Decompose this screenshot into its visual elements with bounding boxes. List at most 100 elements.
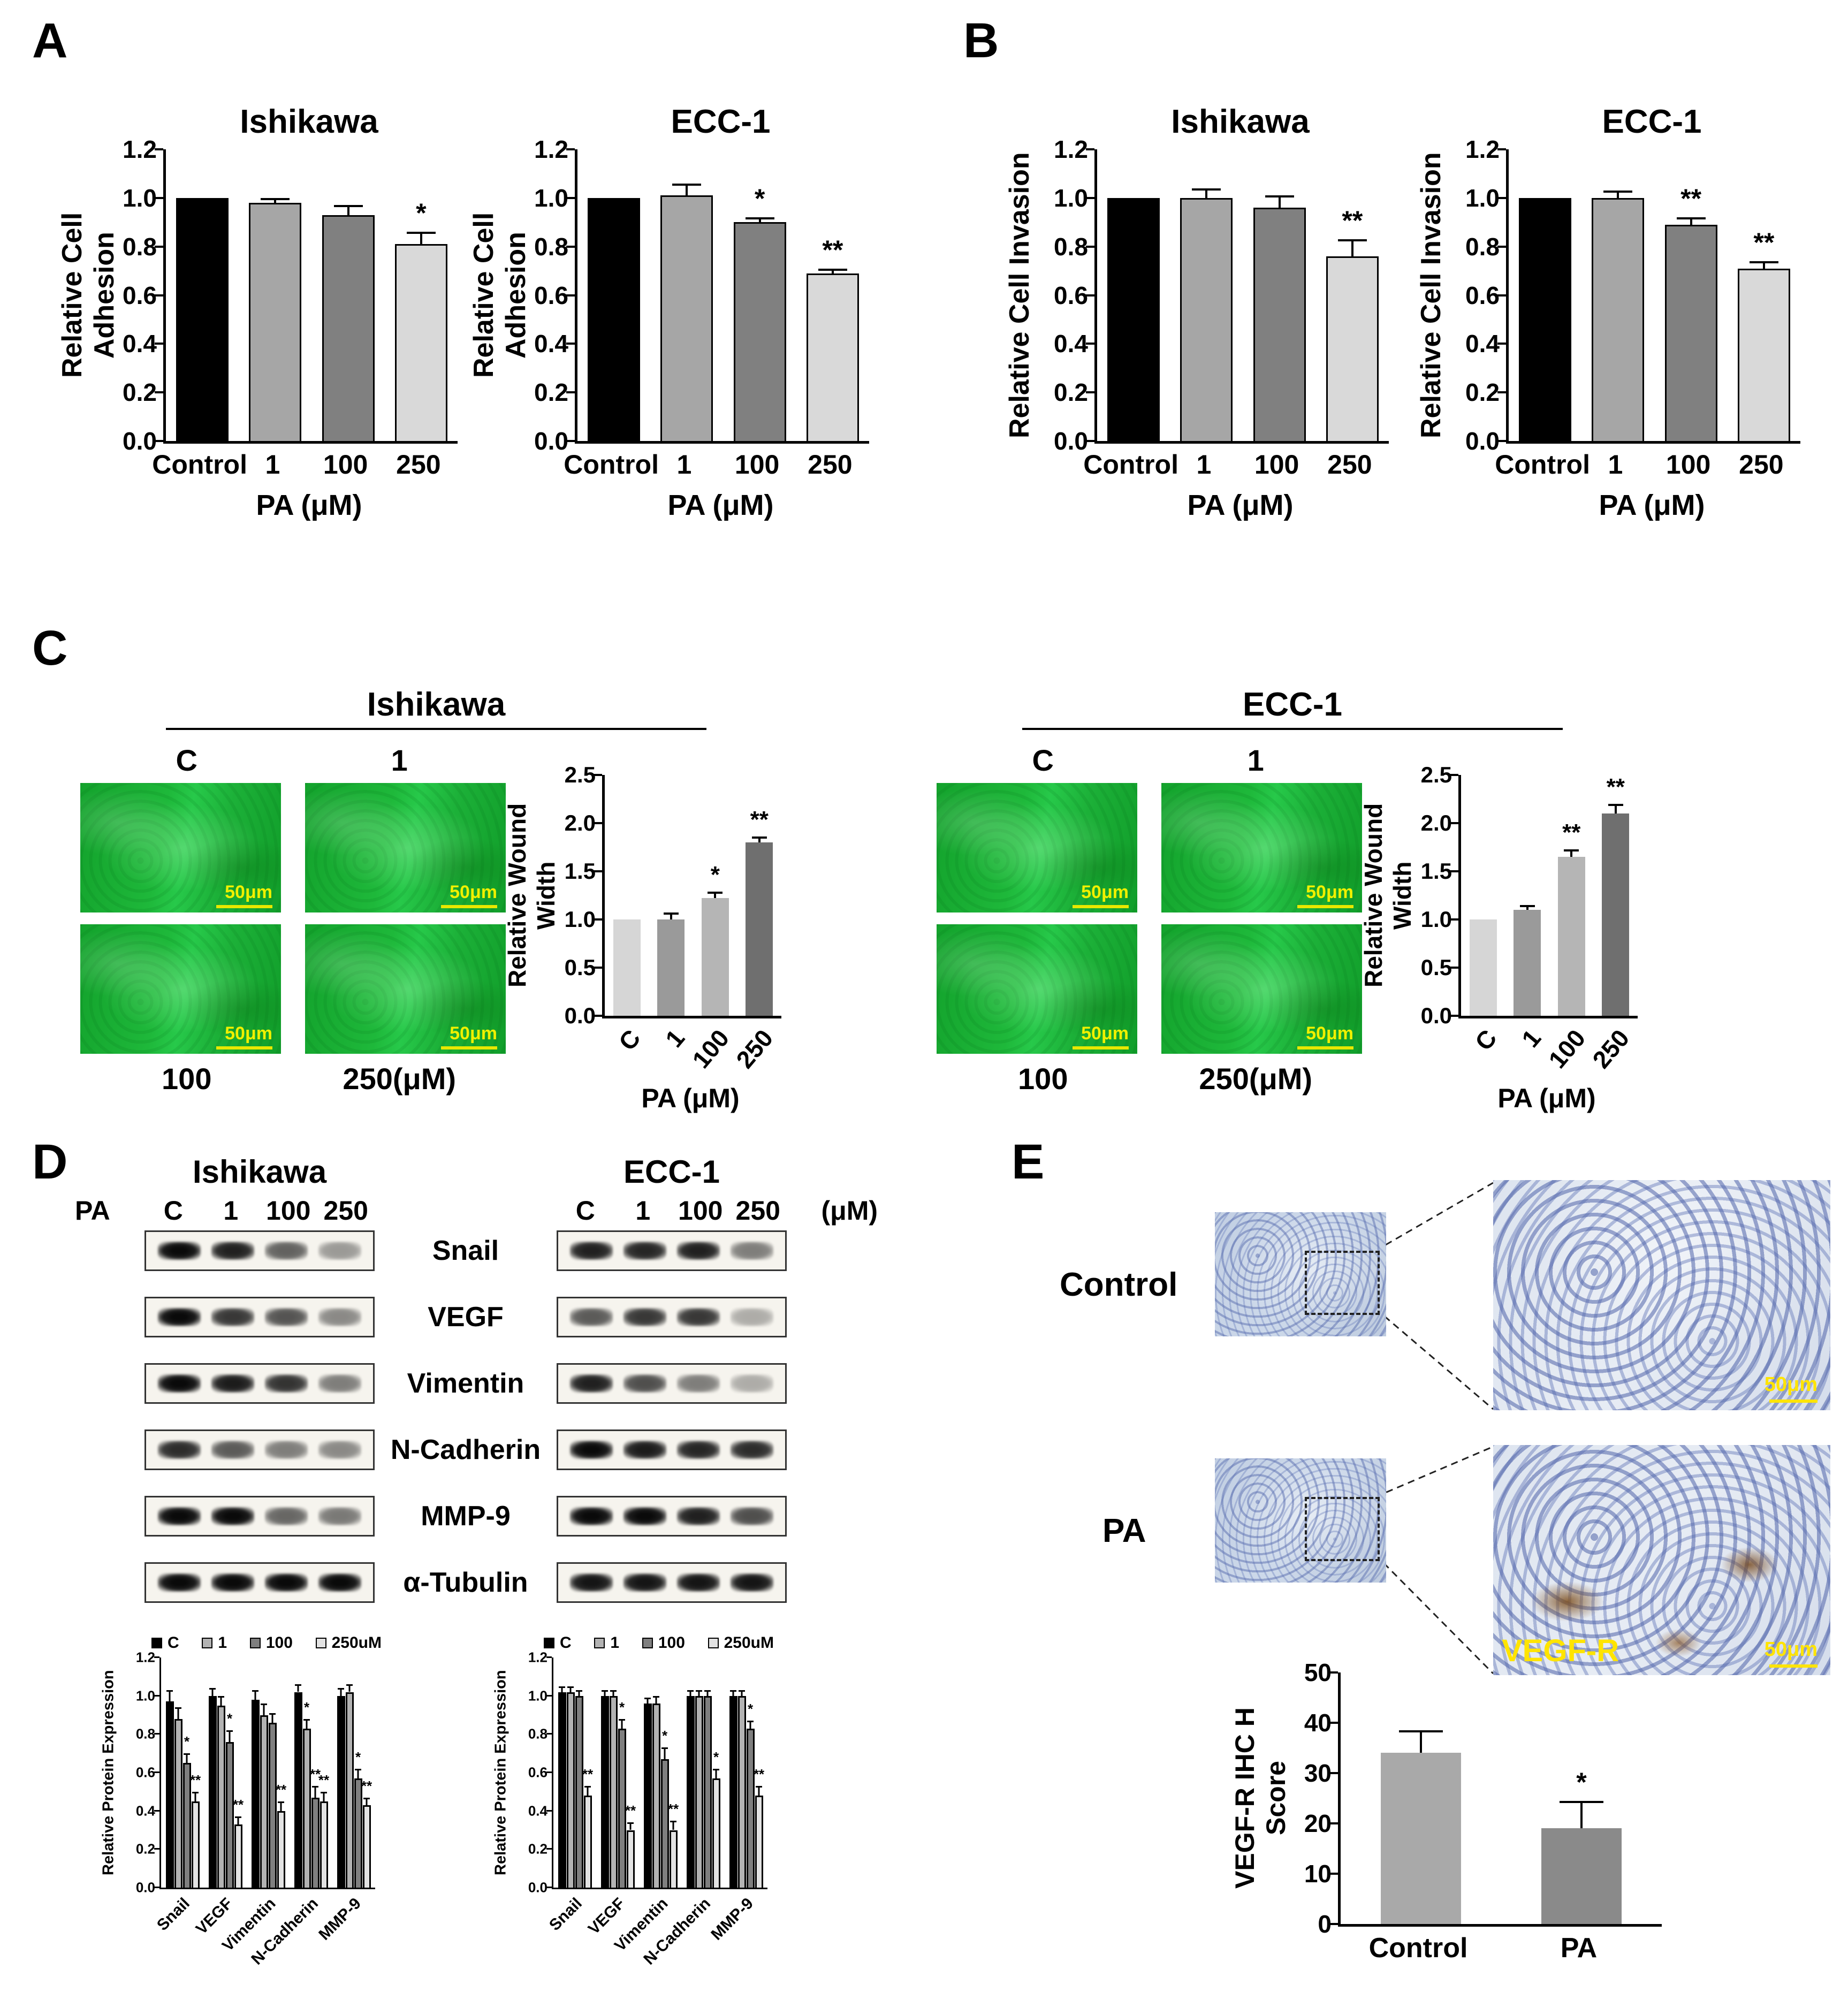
y-tick bbox=[155, 148, 163, 150]
protein-band bbox=[265, 1573, 308, 1592]
y-tick bbox=[155, 343, 163, 345]
y-tick-label: 0.8 bbox=[1465, 232, 1500, 261]
scale-bar-label: 50μm bbox=[1081, 1023, 1129, 1044]
scale-bar: 50μm bbox=[441, 1023, 497, 1050]
wound-image-100um: 50μm bbox=[937, 924, 1137, 1054]
plot-area: * ** * ** ** * ** ** * ** bbox=[154, 1656, 375, 1889]
y-tick bbox=[154, 1809, 159, 1812]
chart-body: Relative Cell Adhesion 0.0 0.2 0.4 0.6 0.8 1.0… bbox=[468, 135, 869, 455]
bar bbox=[1737, 268, 1790, 441]
wound-group-ishikawa: Ishikawa C 1 50μm 50μm bbox=[80, 686, 792, 1114]
bar bbox=[362, 1805, 371, 1888]
protein-band bbox=[211, 1374, 254, 1393]
x-tick-label: PA bbox=[1560, 1933, 1598, 1964]
significance-marker: * bbox=[747, 1701, 754, 1717]
western-blots: Ishikawa PA C 1 100 250 Snail VEGF Vimentin N-Ca… bbox=[75, 1153, 878, 1629]
y-tick-label: 0.0 bbox=[1465, 427, 1500, 455]
x-tick-label: C bbox=[1469, 1024, 1502, 1056]
y-tick bbox=[155, 245, 163, 248]
panel-d: D Ishikawa PA C 1 100 250 Snail VEGF Vimentin N-… bbox=[32, 1137, 878, 1969]
scale-bar-label: 50μm bbox=[1764, 1373, 1817, 1396]
y-axis: 0.0 0.2 0.4 0.6 0.8 1.0 1.2 bbox=[1450, 135, 1506, 455]
bar bbox=[575, 1695, 583, 1888]
y-tick bbox=[1329, 1722, 1338, 1724]
significance-marker: * bbox=[416, 198, 427, 229]
significance-marker: ** bbox=[1342, 206, 1363, 236]
bar bbox=[660, 1759, 669, 1888]
y-tick-label: 0.6 bbox=[1054, 281, 1088, 309]
x-tick-label: 1 bbox=[1516, 1024, 1547, 1053]
protein-band bbox=[731, 1242, 773, 1260]
bar bbox=[600, 1695, 609, 1888]
protein-band bbox=[158, 1507, 201, 1525]
chart-adhesion-ishikawa: Ishikawa Relative Cell Adhesion 0.0 0.2 0.4 0… bbox=[57, 103, 458, 522]
y-tick bbox=[154, 1771, 159, 1773]
y-tick bbox=[1450, 870, 1458, 872]
y-tick-label: 1.0 bbox=[1420, 907, 1452, 932]
y-tick bbox=[546, 1771, 552, 1773]
x-tick-labels: Snail VEGF Vimentin N-Cadherin MMP-9 bbox=[546, 1889, 766, 1969]
y-tick bbox=[1450, 918, 1458, 921]
vegf-r-label: VEGF-R bbox=[1502, 1633, 1619, 1668]
y-tick bbox=[566, 245, 575, 248]
bar bbox=[613, 919, 641, 1016]
protein-band bbox=[158, 1441, 201, 1459]
x-axis-label: PA (μM) bbox=[256, 489, 362, 521]
y-tick bbox=[566, 148, 575, 150]
error-bar bbox=[696, 1690, 702, 1696]
error-bar bbox=[747, 1721, 754, 1728]
title-underline bbox=[166, 728, 706, 730]
legend-swatch bbox=[642, 1638, 653, 1648]
scale-bar-line bbox=[1297, 905, 1353, 908]
bar bbox=[1519, 197, 1572, 441]
bar bbox=[703, 1695, 712, 1888]
protein-band bbox=[677, 1507, 720, 1525]
bar bbox=[165, 1701, 174, 1888]
protein-band bbox=[623, 1441, 666, 1459]
error-bar bbox=[192, 1791, 199, 1801]
y-tick-label: 1.0 bbox=[564, 907, 596, 932]
lane-label: 250 bbox=[323, 1196, 368, 1226]
wound-top-labels: C 1 bbox=[80, 743, 506, 778]
x-tick-label: MMP-9 bbox=[708, 1895, 757, 1944]
bar bbox=[260, 1715, 268, 1888]
wound-content: C 1 50μm 50μm bbox=[937, 743, 1648, 1114]
significance-marker: * bbox=[226, 1710, 233, 1727]
legend-item: C bbox=[151, 1634, 179, 1652]
wound-image-250um: 50μm bbox=[305, 924, 506, 1054]
x-tick-label: 1 bbox=[676, 450, 692, 480]
wound-image-control: 50μm bbox=[937, 783, 1137, 912]
y-tick bbox=[154, 1656, 159, 1658]
x-tick-label: 250 bbox=[808, 450, 853, 480]
y-tick bbox=[594, 774, 602, 776]
scale-bar-label: 50μm bbox=[1081, 882, 1129, 902]
protein-band bbox=[677, 1308, 720, 1326]
error-bar bbox=[663, 912, 679, 919]
y-tick bbox=[1329, 1923, 1338, 1925]
bar bbox=[686, 1695, 695, 1888]
blots-ecc1: ECC-1 C 1 100 250 (μM) bbox=[557, 1153, 878, 1629]
y-axis: 0.0 0.2 0.4 0.6 0.8 1.0 1.2 bbox=[1038, 135, 1094, 455]
error-bar bbox=[1519, 905, 1535, 910]
legend-item: 250uM bbox=[708, 1634, 774, 1652]
y-tick bbox=[1086, 148, 1094, 150]
wound-image-1um: 50μm bbox=[305, 783, 506, 912]
bar bbox=[695, 1695, 703, 1888]
y-tick bbox=[546, 1809, 552, 1812]
y-axis: 0.0 0.2 0.4 0.6 0.8 1.0 1.2 bbox=[519, 135, 575, 455]
wound-label-100: 100 bbox=[1018, 1062, 1068, 1096]
bar bbox=[208, 1695, 217, 1888]
scale-bar-line bbox=[1297, 1046, 1353, 1050]
y-tick-label: 1.2 bbox=[135, 1649, 155, 1666]
scale-bar-label: 50μm bbox=[1764, 1638, 1817, 1661]
significance-marker: ** bbox=[189, 1771, 201, 1788]
x-tick-label: 100 bbox=[323, 450, 368, 480]
protein-band bbox=[677, 1242, 720, 1260]
protein-band bbox=[731, 1573, 773, 1592]
panel-b: B Ishikawa Relative Cell Invasion 0.0 0.2 0.… bbox=[963, 16, 1800, 522]
legend-item: 1 bbox=[594, 1634, 619, 1652]
error-bar bbox=[269, 1713, 276, 1723]
error-bar bbox=[704, 1690, 711, 1696]
